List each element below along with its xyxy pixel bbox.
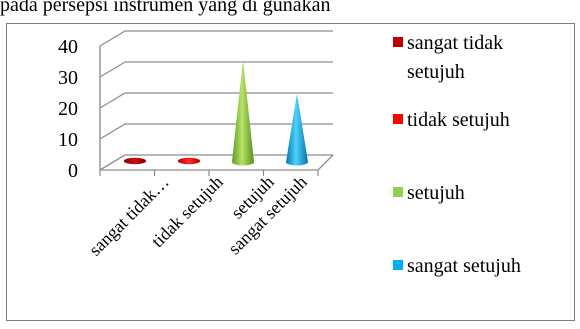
y-tick-label-30: 30 xyxy=(58,67,78,89)
y-tick-label-0: 0 xyxy=(68,160,78,182)
chart-marks xyxy=(123,59,308,166)
y-tick-label-20: 20 xyxy=(58,98,78,120)
chart-frame xyxy=(6,23,575,321)
y-tick-label-10: 10 xyxy=(58,129,78,151)
y-tick-label-40: 40 xyxy=(58,36,78,58)
legend-item-1: sangat tidak setujuh xyxy=(393,32,503,83)
legend-item-2: tidak setujuh xyxy=(393,109,510,131)
legend-swatch-4 xyxy=(393,260,403,270)
cone-body-3 xyxy=(232,59,254,166)
y-axis-ticks: 0 10 20 30 40 xyxy=(58,36,78,182)
legend-label-4: sangat setujuh xyxy=(407,255,521,277)
gridline-40 xyxy=(99,30,333,47)
legend-swatch-2 xyxy=(393,114,403,124)
legend-swatch-3 xyxy=(393,187,403,197)
legend-label-2: tidak setujuh xyxy=(407,109,510,131)
legend-label-3: setujuh xyxy=(407,182,465,204)
cone-4 xyxy=(286,93,308,166)
gridlines xyxy=(99,30,333,171)
legend-label-1-line2: setujuh xyxy=(407,61,465,83)
legend-swatch-1 xyxy=(393,37,403,47)
partial-caption-text: pada persepsi instrumen yang di gunakan xyxy=(0,0,331,16)
legend-item-3: setujuh xyxy=(393,182,465,204)
gridline-0 xyxy=(99,154,333,171)
gridline-20 xyxy=(99,92,333,109)
legend-item-4: sangat setujuh xyxy=(393,255,521,277)
cone-2 xyxy=(177,157,201,165)
cone-1 xyxy=(123,157,147,165)
x-axis-labels: sangat tidak…tidak setujuh setujuhsangat … xyxy=(85,172,311,260)
legend-label-1: sangat tidak xyxy=(407,32,503,54)
cone-body-4 xyxy=(286,93,308,166)
cone-3 xyxy=(232,59,254,166)
gridline-30 xyxy=(99,61,333,78)
gridline-10 xyxy=(99,123,333,140)
